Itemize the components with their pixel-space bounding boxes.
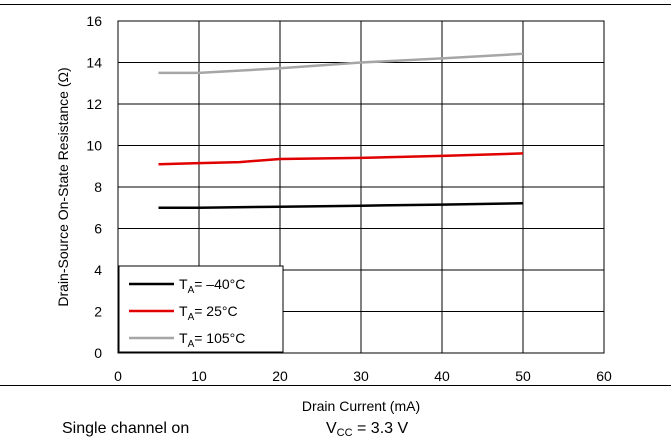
y-tick-label: 0 xyxy=(94,345,102,361)
legend-label-1: TA= –40°C xyxy=(179,276,245,296)
x-axis-label: Drain Current (mA) xyxy=(302,398,420,414)
vcc-value: = 3.3 V xyxy=(352,420,409,437)
y-tick-label: 6 xyxy=(94,221,102,237)
tick-labels: 0 10 20 30 40 50 60 0 2 4 6 8 10 12 14 16 xyxy=(86,13,612,384)
top-rule xyxy=(0,4,671,5)
series-line-2 xyxy=(158,152,524,166)
legend-label-2: TA= 25°C xyxy=(179,303,238,323)
y-axis-label: Drain-Source On-State Resistance (Ω) xyxy=(55,67,71,306)
legend-label-3: TA= 105°C xyxy=(179,330,245,350)
x-tick-label: 50 xyxy=(515,368,531,384)
y-tick-label: 4 xyxy=(94,262,102,278)
footer-condition-right: VCC = 3.3 V xyxy=(326,420,408,439)
x-tick-label: 0 xyxy=(114,368,122,384)
y-tick-label: 12 xyxy=(86,96,102,112)
plot-frame xyxy=(117,20,605,354)
y-tick-label: 2 xyxy=(94,304,102,320)
y-tick-label: 8 xyxy=(94,179,102,195)
y-tick-label: 16 xyxy=(86,13,102,29)
series-layer xyxy=(158,52,524,210)
x-tick-label: 10 xyxy=(191,368,207,384)
x-tick-label: 30 xyxy=(353,368,369,384)
y-tick-label: 14 xyxy=(86,55,102,71)
x-tick-label: 20 xyxy=(272,368,288,384)
vcc-symbol: V xyxy=(326,420,337,437)
y-tick-label: 10 xyxy=(86,138,102,154)
series-line-3 xyxy=(158,52,524,75)
x-tick-label: 60 xyxy=(596,368,612,384)
footer-condition-left: Single channel on xyxy=(62,420,190,437)
legend: TA= –40°C TA= 25°C TA= 105°C xyxy=(118,265,284,353)
x-tick-label: 40 xyxy=(434,368,450,384)
bottom-rule xyxy=(0,385,671,386)
vcc-subscript: CC xyxy=(336,427,353,439)
series-line-1 xyxy=(158,201,524,210)
